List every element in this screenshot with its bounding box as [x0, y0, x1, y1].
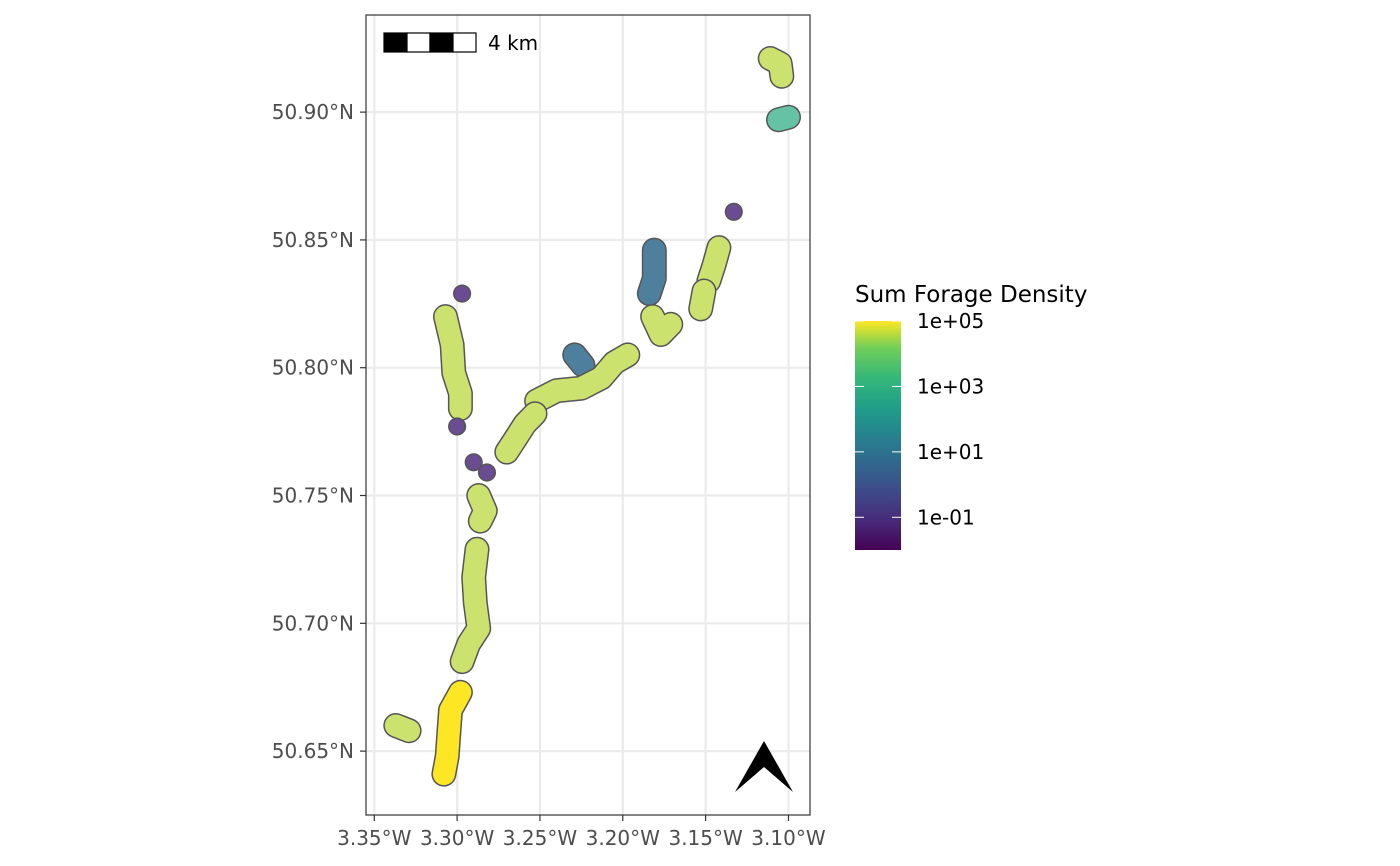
forage-patch — [766, 104, 801, 133]
patch-fill — [495, 402, 546, 464]
forage-patch — [696, 235, 732, 294]
y-axis: 50.65°N 50.70°N 50.75°N 50.80°N 50.85°N 50.90… — [272, 100, 366, 763]
legend-title: Sum Forage Density — [855, 282, 1087, 308]
patch-fill — [767, 106, 800, 131]
y-tick-label: 50.90°N — [272, 100, 354, 124]
y-tick-label: 50.85°N — [272, 228, 354, 252]
legend-tick-label: 1e+01 — [917, 440, 984, 464]
legend-tick-label: 1e+03 — [917, 374, 984, 398]
patch-fill — [563, 343, 594, 377]
patch-fill — [638, 239, 666, 305]
scale-bar-seg-3 — [429, 32, 454, 53]
panel-border — [365, 14, 811, 816]
legend-colorbar — [855, 321, 901, 550]
patch-fill — [434, 305, 472, 420]
patch-fill — [689, 280, 715, 320]
patch-fill — [525, 343, 639, 412]
legend-tick-label: 1e-01 — [917, 505, 975, 529]
y-tick-label: 50.80°N — [272, 356, 354, 380]
scale-bar-seg-4 — [452, 32, 477, 53]
patch-fill — [384, 714, 421, 742]
patch-fill — [697, 236, 730, 292]
x-tick-label: 3.20°W — [586, 826, 661, 850]
forage-patch — [431, 679, 473, 787]
patch-fill — [432, 681, 472, 786]
forage-patch — [636, 237, 667, 307]
x-tick-label: 3.15°W — [668, 826, 743, 850]
y-tick-label: 50.65°N — [272, 739, 354, 763]
patch-fill — [451, 538, 490, 673]
patch-fill — [467, 484, 497, 533]
patch-fill — [759, 47, 793, 88]
forage-patch — [640, 304, 684, 347]
legend-tick-label: 1e+05 — [917, 309, 984, 333]
scale-bar-seg-2 — [406, 32, 431, 53]
scale-bar-seg-1 — [383, 32, 408, 53]
forage-patch — [494, 401, 548, 465]
forage-patches — [383, 46, 801, 787]
legend-ticks: 1e+05 1e+03 1e+01 1e-01 — [855, 309, 984, 529]
grid-lines — [366, 15, 810, 815]
x-tick-label: 3.10°W — [751, 826, 826, 850]
forage-patch — [524, 342, 641, 414]
x-tick-label: 3.35°W — [337, 826, 412, 850]
scale-bar: 4 km — [383, 31, 538, 55]
forage-patch — [688, 278, 717, 322]
forage-patch — [466, 483, 498, 534]
x-tick-label: 3.30°W — [420, 826, 495, 850]
forage-patch — [383, 713, 422, 744]
forage-patch — [757, 46, 795, 89]
forage-patch — [433, 304, 473, 422]
x-axis: 3.35°W 3.30°W 3.25°W 3.20°W 3.15°W 3.10°W — [337, 815, 826, 850]
patch-fill — [641, 305, 682, 346]
forage-patch — [562, 342, 596, 378]
scale-bar-label: 4 km — [488, 31, 538, 55]
y-tick-label: 50.70°N — [272, 611, 354, 635]
forage-patch — [449, 536, 492, 675]
legend: Sum Forage Density 1e+05 1e+03 1e+01 1e-01 — [855, 282, 1087, 550]
x-tick-label: 3.25°W — [503, 826, 578, 850]
y-tick-label: 50.75°N — [272, 484, 354, 508]
north-arrow-icon — [735, 741, 793, 792]
